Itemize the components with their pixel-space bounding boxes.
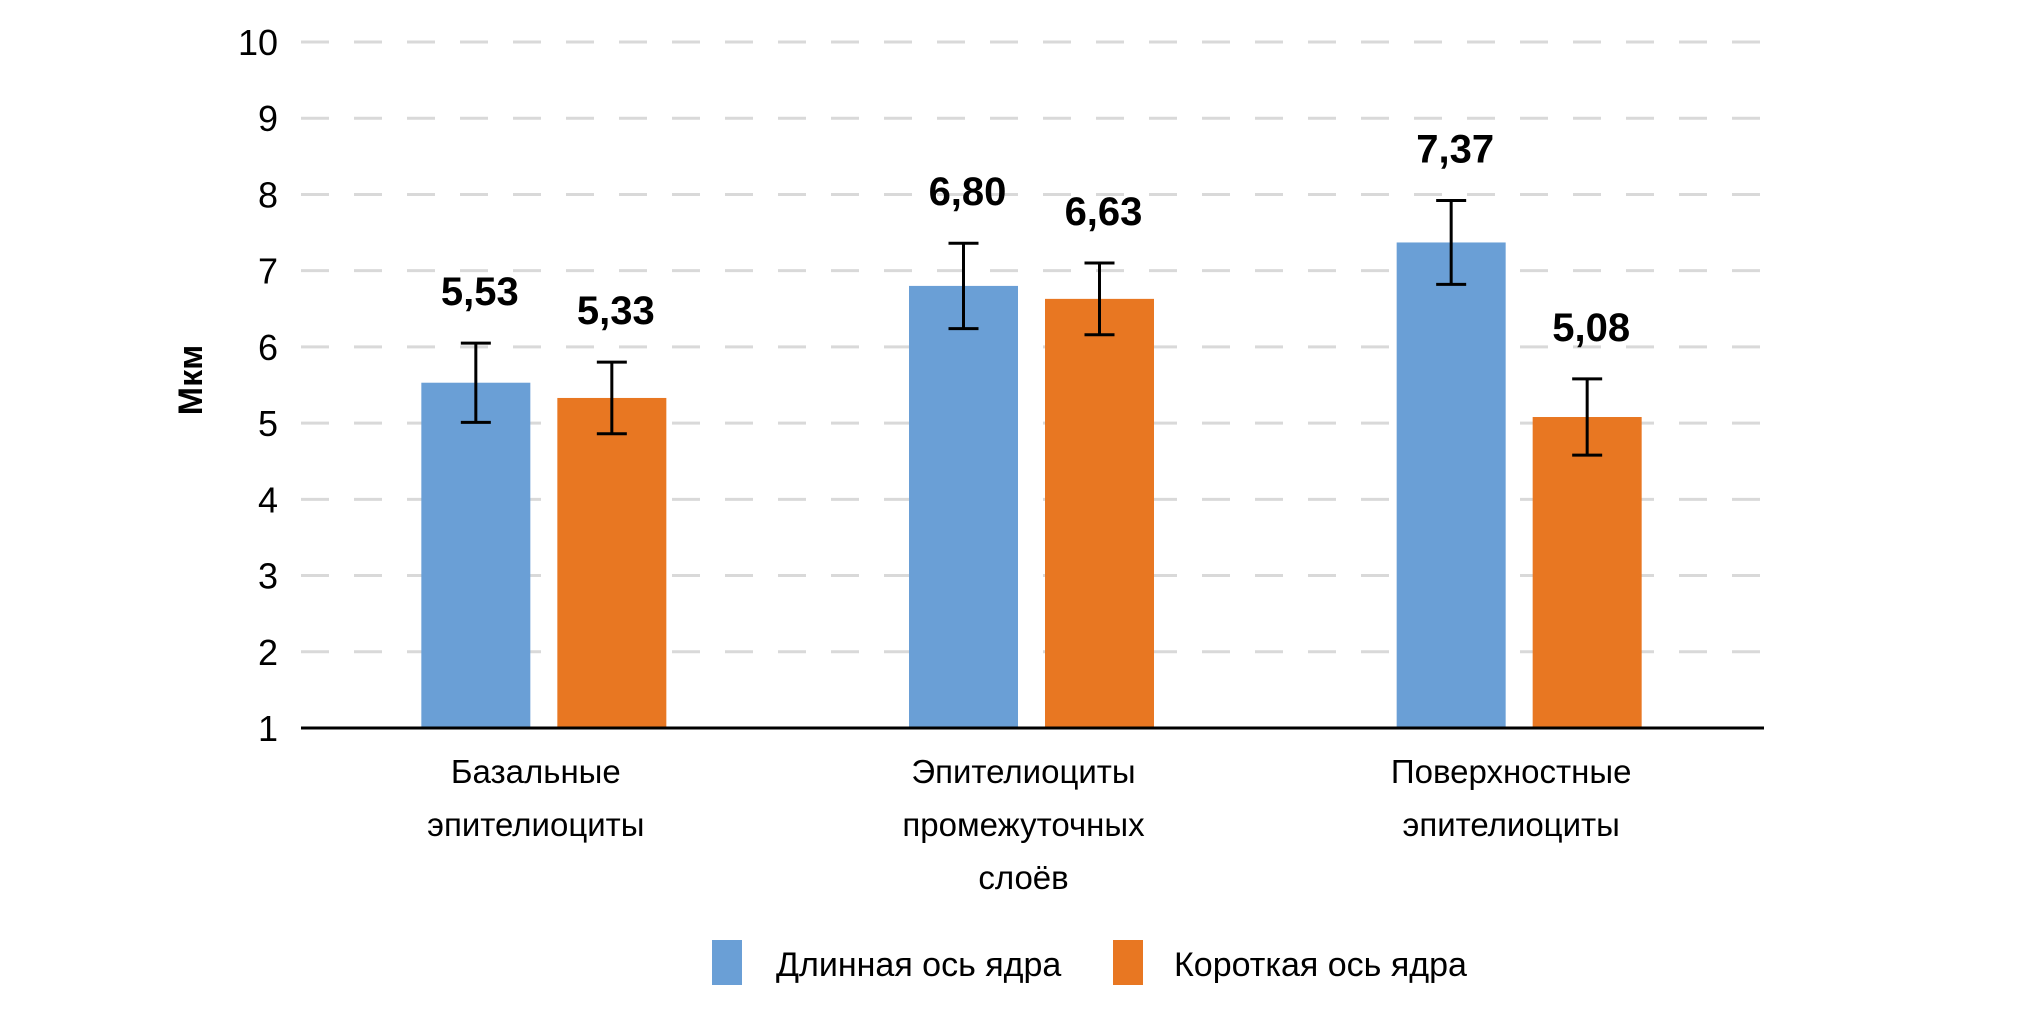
- category-label-line: Поверхностные: [1391, 753, 1632, 790]
- bar-short-axis: [1532, 417, 1642, 727]
- y-tick-label: 3: [258, 556, 278, 597]
- bar-long-axis: [421, 382, 531, 727]
- bar-short-axis: [557, 397, 667, 727]
- error-bar: [1572, 377, 1603, 457]
- category-label-line: промежуточных: [902, 806, 1145, 843]
- category-label-line: Базальные: [451, 753, 621, 790]
- value-label: 6,80: [929, 170, 1007, 214]
- error-bar: [596, 360, 627, 436]
- value-label: 7,37: [1416, 128, 1494, 172]
- bar-short-axis: [1045, 298, 1154, 727]
- bars: [421, 242, 1642, 727]
- category-label-line: эпителиоциты: [1402, 806, 1619, 843]
- y-tick-label: 1: [258, 708, 278, 749]
- gridlines: [301, 40, 1764, 654]
- error-bar: [460, 341, 491, 424]
- category-label-line: слоёв: [978, 859, 1068, 896]
- legend-label-long-axis: Длинная ось ядра: [776, 946, 1061, 984]
- bar-long-axis: [909, 285, 1018, 727]
- value-label: 5,08: [1552, 306, 1630, 350]
- x-axis-category-label: Эпителиоциты промежуточных слоёв: [902, 753, 1145, 896]
- y-tick-label: 7: [258, 251, 278, 292]
- legend: Длинная ось ядра Короткая ось ядра: [712, 940, 1467, 985]
- y-tick-label: 10: [238, 22, 278, 63]
- legend-swatch-long-axis: [712, 940, 742, 985]
- error-bar: [948, 241, 979, 331]
- y-axis-title: Мкм: [172, 345, 210, 416]
- legend-item-short-axis[interactable]: Короткая ось ядра: [1113, 940, 1467, 985]
- category-label-line: Эпителиоциты: [911, 753, 1135, 790]
- legend-label-short-axis: Короткая ось ядра: [1174, 946, 1467, 984]
- legend-swatch-short-axis: [1113, 940, 1143, 985]
- value-label: 5,53: [441, 270, 519, 314]
- x-axis-category-label: Базальные эпителиоциты: [427, 753, 644, 843]
- error-bar: [1436, 199, 1467, 286]
- value-label: 5,33: [577, 289, 655, 333]
- bar-long-axis: [1396, 242, 1506, 727]
- y-tick-label: 9: [258, 98, 278, 139]
- error-bar: [1084, 261, 1115, 337]
- y-tick-label: 8: [258, 174, 278, 215]
- y-tick-label: 4: [258, 479, 278, 520]
- legend-item-long-axis[interactable]: Длинная ось ядра: [712, 940, 1061, 985]
- y-tick-label: 2: [258, 632, 278, 673]
- value-label: 6,63: [1065, 190, 1143, 234]
- y-tick-label: 6: [258, 327, 278, 368]
- error-bars: [460, 199, 1603, 457]
- y-axis-ticks: 1 2 3 4 5 6 7 8 9 10: [238, 22, 278, 749]
- x-axis-category-labels: Базальные эпителиоциты Эпителиоциты промежу…: [427, 753, 1631, 896]
- category-label-line: эпителиоциты: [427, 806, 644, 843]
- value-labels: 5,53 5,33 6,80 6,63 7,37 5,08: [441, 128, 1630, 350]
- y-tick-label: 5: [258, 403, 278, 444]
- x-axis-category-label: Поверхностные эпителиоциты: [1391, 753, 1632, 843]
